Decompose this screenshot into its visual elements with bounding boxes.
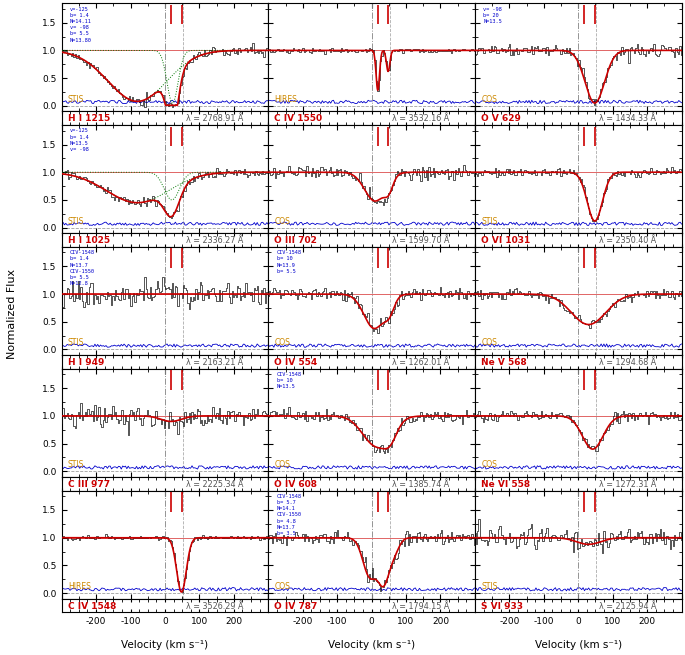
Text: C IV 1548: C IV 1548 <box>68 602 116 610</box>
Text: Velocity (km s⁻¹): Velocity (km s⁻¹) <box>328 640 415 650</box>
Text: Velocity (km s⁻¹): Velocity (km s⁻¹) <box>535 640 622 650</box>
Text: S VI 933: S VI 933 <box>481 602 523 610</box>
Text: λ = 2350.40 Å: λ = 2350.40 Å <box>599 236 656 245</box>
Text: COS: COS <box>275 582 290 591</box>
Text: O IV 608: O IV 608 <box>275 480 317 489</box>
Text: v=-125
b= 1.4
N=14.11
v= -98
b= 5.5
N=13.80: v=-125 b= 1.4 N=14.11 v= -98 b= 5.5 N=13… <box>70 7 92 43</box>
Text: H I 949: H I 949 <box>68 358 104 367</box>
Text: CIV-1548
b= 1.4
N=13.7
CIV-1550
b= 5.5
N=12.8: CIV-1548 b= 1.4 N=13.7 CIV-1550 b= 5.5 N… <box>70 250 95 286</box>
Text: Velocity (km s⁻¹): Velocity (km s⁻¹) <box>121 640 208 650</box>
Text: COS: COS <box>275 460 290 469</box>
Text: CIV-1548
b= 10
N=13.9
b= 5.5: CIV-1548 b= 10 N=13.9 b= 5.5 <box>277 250 301 274</box>
Text: Normalized Flux: Normalized Flux <box>8 269 17 360</box>
Text: STIS: STIS <box>481 582 497 591</box>
Text: O III 702: O III 702 <box>275 236 317 245</box>
Text: HIRES: HIRES <box>275 95 297 103</box>
Text: H I 1025: H I 1025 <box>68 236 110 245</box>
Text: v=-125
b= 1.4
N=13.5
v= -98: v=-125 b= 1.4 N=13.5 v= -98 <box>70 128 88 152</box>
Text: COS: COS <box>481 95 497 103</box>
Text: HIRES: HIRES <box>68 582 90 591</box>
Text: λ = 1262.01 Å: λ = 1262.01 Å <box>393 358 449 367</box>
Text: O IV 554: O IV 554 <box>275 358 318 367</box>
Text: COS: COS <box>275 217 290 225</box>
Text: STIS: STIS <box>68 339 84 347</box>
Text: λ = 3526.29 Å: λ = 3526.29 Å <box>186 602 243 610</box>
Text: COS: COS <box>275 339 290 347</box>
Text: O V 629: O V 629 <box>481 115 521 123</box>
Text: λ = 2768.91 Å: λ = 2768.91 Å <box>186 115 243 123</box>
Text: λ = 2163.21 Å: λ = 2163.21 Å <box>186 358 242 367</box>
Text: STIS: STIS <box>68 217 84 225</box>
Text: λ = 2125.94 Å: λ = 2125.94 Å <box>599 602 656 610</box>
Text: STIS: STIS <box>68 460 84 469</box>
Text: λ = 1272.31 Å: λ = 1272.31 Å <box>599 480 656 489</box>
Text: C IV 1550: C IV 1550 <box>275 115 323 123</box>
Text: λ = 1294.68 Å: λ = 1294.68 Å <box>599 358 656 367</box>
Text: λ = 2225.34 Å: λ = 2225.34 Å <box>186 480 243 489</box>
Text: C III 977: C III 977 <box>68 480 110 489</box>
Text: λ = 1794.15 Å: λ = 1794.15 Å <box>393 602 449 610</box>
Text: H I 1215: H I 1215 <box>68 115 110 123</box>
Text: λ = 1599.70 Å: λ = 1599.70 Å <box>393 236 449 245</box>
Text: λ = 3532.16 Å: λ = 3532.16 Å <box>393 115 449 123</box>
Text: COS: COS <box>481 460 497 469</box>
Text: Ne V 568: Ne V 568 <box>481 358 527 367</box>
Text: Ne VI 558: Ne VI 558 <box>481 480 530 489</box>
Text: O VI 1031: O VI 1031 <box>481 236 530 245</box>
Text: COS: COS <box>481 339 497 347</box>
Text: O IV 787: O IV 787 <box>275 602 318 610</box>
Text: λ = 1385.74 Å: λ = 1385.74 Å <box>393 480 449 489</box>
Text: CIV-1548
b= 5.7
N=14.1
CIV-1550
b= 4.8
N=13.7
b= 3.5: CIV-1548 b= 5.7 N=14.1 CIV-1550 b= 4.8 N… <box>277 494 301 536</box>
Text: STIS: STIS <box>68 95 84 103</box>
Text: λ = 2336.27 Å: λ = 2336.27 Å <box>186 236 243 245</box>
Text: λ = 1434.33 Å: λ = 1434.33 Å <box>599 115 656 123</box>
Text: STIS: STIS <box>481 217 497 225</box>
Text: CIV-1548
b= 10
N=13.5: CIV-1548 b= 10 N=13.5 <box>277 372 301 390</box>
Text: v= -98
b= 20
N=13.5: v= -98 b= 20 N=13.5 <box>483 7 502 24</box>
